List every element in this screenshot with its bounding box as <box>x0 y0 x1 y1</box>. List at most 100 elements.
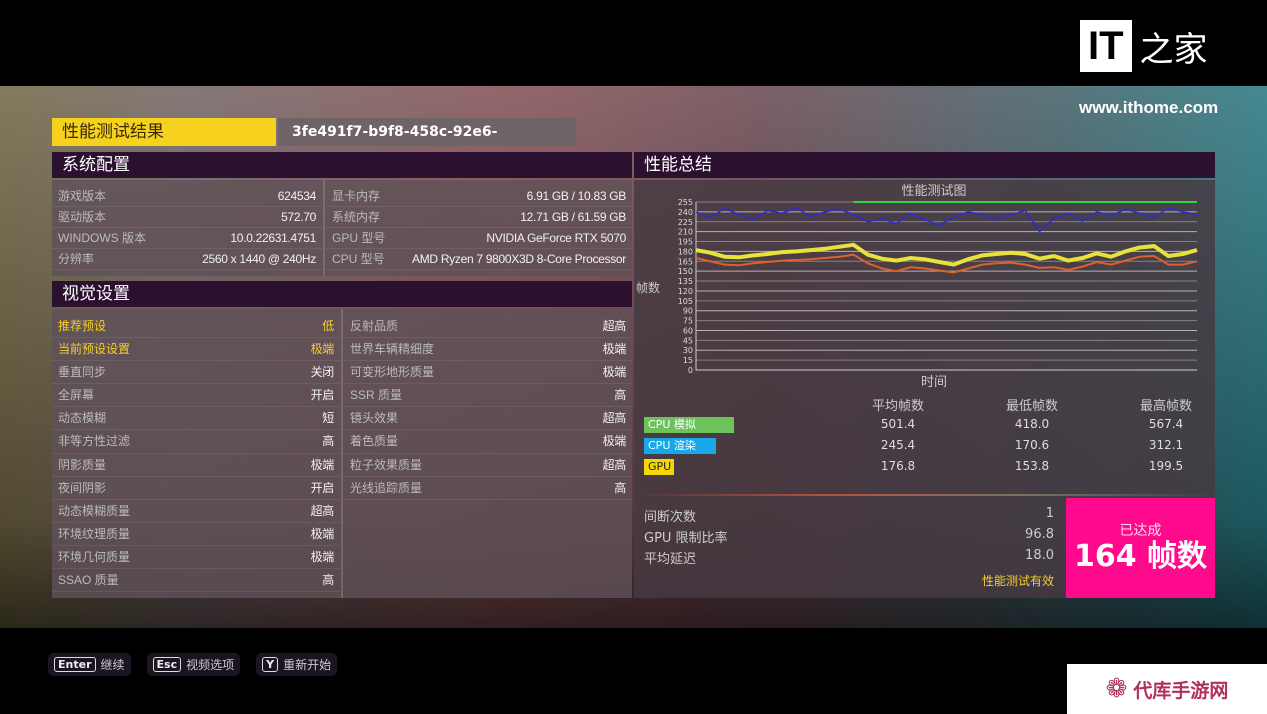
y-tick-label: 225 <box>678 218 693 227</box>
setting-row: 光线追踪质量 高 <box>344 477 632 500</box>
setting-label: 粒子效果质量 <box>350 457 423 472</box>
hint-label: 继续 <box>100 658 125 672</box>
setting-row: 环境纹理质量 极端 <box>52 523 340 546</box>
stat-label: GPU 限制比率 <box>644 531 728 546</box>
y-tick-label: 180 <box>678 247 693 256</box>
setting-value: 关闭 <box>310 365 335 380</box>
setting-label: 环境纹理质量 <box>58 526 131 541</box>
setting-value: 572.70 <box>281 210 316 224</box>
setting-row: 可变形地形质量 极端 <box>344 361 632 385</box>
stat-row: 间断次数 1 <box>644 506 1054 527</box>
setting-label: 动态模糊 <box>58 411 107 426</box>
setting-label: SSAO 质量 <box>58 573 119 588</box>
y-tick-label: 0 <box>688 366 693 375</box>
column-header: 最低帧数 <box>1005 399 1058 414</box>
key-hint-重新开始[interactable]: Y 重新开始 <box>256 653 338 676</box>
setting-label: 非等方性过滤 <box>58 434 131 449</box>
setting-value: 高 <box>614 480 626 495</box>
setting-label: 游戏版本 <box>58 189 107 203</box>
key-hint-视频选项[interactable]: Esc 视频选项 <box>146 653 241 676</box>
system-config-panel: 游戏版本 624534 驱动版本 572.70 WINDOWS 版本 10.0.22631… <box>52 180 632 276</box>
y-tick-label: 60 <box>683 326 693 335</box>
fps-value: 418.0 <box>1014 417 1050 431</box>
setting-label: 驱动版本 <box>58 210 107 224</box>
stat-value: 96.8 <box>1025 527 1054 542</box>
setting-value: 极端 <box>602 434 627 449</box>
setting-value: 短 <box>322 411 334 426</box>
setting-value: 10.0.22631.4751 <box>230 231 316 245</box>
y-tick-label: 15 <box>683 356 693 365</box>
setting-row: 阴影质量 极端 <box>52 454 340 477</box>
site-name: 代库手游网 <box>1133 679 1229 702</box>
setting-label: 光线追踪质量 <box>350 480 423 495</box>
setting-value: 高 <box>322 434 334 449</box>
fps-value: 170.6 <box>1014 438 1050 452</box>
fps-value: 567.4 <box>1148 417 1184 431</box>
series-line-0 <box>695 207 1198 233</box>
setting-row: 粒子效果质量 超高 <box>344 454 632 477</box>
setting-value: NVIDIA GeForce RTX 5070 <box>486 231 626 245</box>
stat-row: 平均延迟 18.0 <box>644 548 1054 569</box>
setting-value: 6.91 GB / 10.83 GB <box>526 189 627 203</box>
setting-label: 系统内存 <box>332 210 381 224</box>
fps-value: 199.5 <box>1148 459 1184 473</box>
column-header: 最高帧数 <box>1139 399 1192 414</box>
setting-value: 极端 <box>310 457 335 472</box>
y-tick-label: 120 <box>678 287 693 296</box>
key-hint-继续[interactable]: Enter 继续 <box>48 653 131 676</box>
column-header: 平均帧数 <box>871 399 924 414</box>
fps-table: 平均帧数 最低帧数 最高帧数 CPU 模拟 501.4 418.0 567.4 CPU 渲染 2… <box>634 395 1215 485</box>
y-tick-label: 75 <box>683 317 693 326</box>
stat-value: 18.0 <box>1025 548 1054 563</box>
setting-label: 环境几何质量 <box>58 549 131 564</box>
setting-value: 极端 <box>602 365 627 380</box>
setting-row: 分辨率 2560 x 1440 @ 240Hz <box>52 249 322 270</box>
stat-row: GPU 限制比率 96.8 <box>644 527 1054 548</box>
setting-value: 低 <box>322 319 334 333</box>
setting-value: 超高 <box>310 503 335 518</box>
setting-label: 反射品质 <box>350 319 399 333</box>
y-tick-label: 135 <box>678 277 693 286</box>
fps-value: 176.8 <box>880 459 916 473</box>
y-tick-label: 90 <box>683 307 693 316</box>
key-icon: Enter <box>54 657 96 672</box>
setting-row: 非等方性过滤 高 <box>52 430 340 454</box>
hint-label: 重新开始 <box>283 658 332 672</box>
setting-value: 12.71 GB / 61.59 GB <box>520 210 626 224</box>
setting-value: 高 <box>614 388 626 403</box>
setting-value: 极端 <box>310 342 335 357</box>
legend-tag: CPU 渲染 <box>644 438 716 454</box>
setting-row: 显卡内存 6.91 GB / 10.83 GB <box>326 186 632 207</box>
setting-label: CPU 型号 <box>332 252 385 266</box>
setting-label: 垂直同步 <box>58 365 107 380</box>
setting-label: 着色质量 <box>350 434 399 449</box>
setting-label: 可变形地形质量 <box>350 365 435 380</box>
ithome-url: www.ithome.com <box>1079 98 1219 117</box>
setting-label: 当前预设设置 <box>58 342 131 357</box>
visual-settings-panel: 推荐预设低当前预设设置 极端 垂直同步 关闭 全屏幕 开启 动态模糊短非等方性过滤高阴影质量… <box>52 309 632 598</box>
setting-row: 环境几何质量 极端 <box>52 546 340 570</box>
setting-value: 高 <box>322 573 334 588</box>
setting-label: WINDOWS 版本 <box>58 231 146 245</box>
setting-label: 镜头效果 <box>350 411 399 426</box>
ithome-logo: IT 之家 <box>1080 20 1208 72</box>
run-id: 3fe491f7-b9f8-458c-92e6-833a94bf9290 <box>278 118 576 168</box>
hint-label: 视频选项 <box>186 658 235 672</box>
stat-label: 平均延迟 <box>644 552 697 567</box>
achieved-fps-box: 已达成 164 帧数 <box>1066 498 1215 598</box>
setting-row: 推荐预设 低 <box>52 315 340 339</box>
setting-row: GPU 型号 NVIDIA GeForce RTX 5070 <box>326 228 632 249</box>
achieved-value: 164 帧数 <box>1073 539 1208 574</box>
setting-value: 极端 <box>310 549 335 564</box>
fps-value: 312.1 <box>1148 438 1184 452</box>
y-tick-label: 30 <box>683 346 693 355</box>
y-tick-label: 240 <box>678 208 693 217</box>
setting-label: 分辨率 <box>58 252 95 266</box>
setting-value: 极端 <box>602 342 627 357</box>
setting-value: 624534 <box>277 189 317 203</box>
setting-value: AMD Ryzen 7 9800X3D 8-Core Processor <box>412 252 626 266</box>
performance-chart: 性能测试图 时间 帧数 0153045607590105120135150165… <box>636 184 1198 390</box>
y-tick-label: 150 <box>678 267 693 276</box>
y-tick-label: 45 <box>683 336 693 345</box>
y-tick-label: 105 <box>678 297 693 306</box>
